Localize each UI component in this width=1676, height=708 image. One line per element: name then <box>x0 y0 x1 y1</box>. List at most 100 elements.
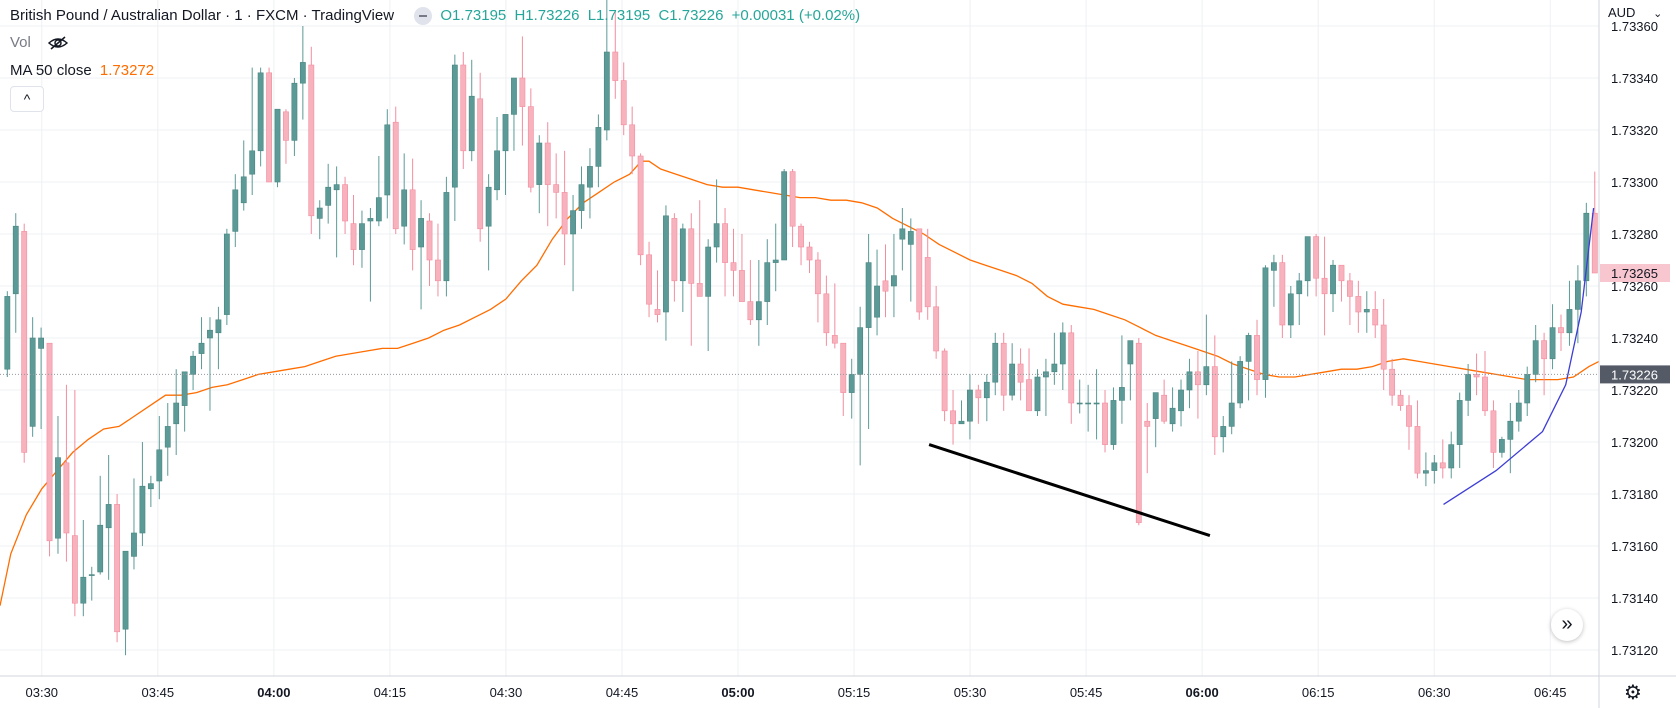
candle-body <box>1482 376 1488 412</box>
candle <box>747 260 754 325</box>
candle-body <box>299 62 306 84</box>
candle <box>587 148 593 219</box>
candle <box>1439 439 1446 479</box>
drawings[interactable] <box>928 207 1595 538</box>
currency-selector[interactable]: AUD ⌄ <box>1608 5 1662 20</box>
candle-body <box>958 420 965 425</box>
candle <box>671 213 678 302</box>
candle <box>71 390 78 617</box>
candle-body <box>823 293 830 334</box>
time-axis-bg <box>0 676 1676 708</box>
ma-price-label: 1.73265 <box>1611 266 1658 281</box>
candle-body <box>1119 387 1125 401</box>
candle <box>1178 379 1184 427</box>
candle-body <box>764 262 771 302</box>
time-tick-label: 06:30 <box>1418 685 1451 700</box>
candle-body <box>1414 426 1421 474</box>
time-tick-label: 04:00 <box>257 685 290 700</box>
price-axis-bg <box>1599 0 1676 708</box>
candle-body <box>1566 309 1573 334</box>
candle-body <box>1271 262 1277 271</box>
gear-icon[interactable]: ⚙ <box>1624 682 1642 704</box>
candle-body <box>342 184 348 222</box>
candle <box>257 67 264 167</box>
candle-body <box>435 259 441 282</box>
candle-body <box>468 95 475 152</box>
ohlc-open: O1.73195 <box>440 7 507 24</box>
candle <box>1043 358 1049 416</box>
candle <box>342 176 348 234</box>
candle <box>967 374 973 440</box>
candle <box>367 208 374 302</box>
candle <box>730 228 737 297</box>
candle <box>1195 351 1201 419</box>
candle-body <box>679 228 686 282</box>
candle <box>207 317 213 411</box>
candle-body <box>561 192 568 235</box>
candle-body <box>1321 277 1328 295</box>
candle-body <box>173 402 180 425</box>
candle-body <box>544 142 551 185</box>
candle <box>1372 291 1379 338</box>
candle <box>299 26 306 120</box>
time-tick-label: 03:30 <box>26 685 59 700</box>
candle <box>1203 314 1210 396</box>
candle <box>316 200 323 240</box>
time-tick-label: 04:45 <box>606 685 639 700</box>
candle-body <box>477 98 484 230</box>
candle-body <box>865 262 872 328</box>
candle-body <box>527 106 534 188</box>
candle <box>266 67 272 183</box>
candle <box>865 234 872 429</box>
candle <box>1093 369 1100 440</box>
collapse-legend-button[interactable]: ^ <box>10 86 44 112</box>
candle <box>1448 431 1455 479</box>
candle <box>1482 351 1488 416</box>
price-tick-label: 1.73360 <box>1611 19 1658 34</box>
candle-body <box>722 223 728 263</box>
candle <box>561 150 568 266</box>
ma-label: MA 50 close <box>10 62 92 79</box>
scroll-to-realtime-button[interactable]: » <box>1551 609 1583 641</box>
candle-body <box>325 186 332 206</box>
candle-body <box>654 309 661 315</box>
candle <box>156 416 163 500</box>
candle-body <box>55 457 61 539</box>
candle-body <box>1237 361 1244 404</box>
candle <box>696 200 703 297</box>
candle <box>409 158 416 271</box>
candle-body <box>941 350 948 412</box>
candle-body <box>705 246 712 297</box>
candle-body <box>375 197 382 222</box>
volume-legend[interactable]: Vol <box>10 34 69 51</box>
price-tick-label: 1.73300 <box>1611 175 1658 190</box>
candle <box>688 213 695 346</box>
candle-body <box>1515 402 1522 422</box>
candle <box>637 153 644 266</box>
ma-legend[interactable]: MA 50 close 1.73272 <box>10 62 158 79</box>
candle-body <box>401 189 408 227</box>
price-tick-label: 1.73120 <box>1611 643 1658 658</box>
candle-body <box>874 285 880 318</box>
candle-body <box>992 342 999 383</box>
candle-body <box>1228 402 1235 427</box>
candle-body <box>1287 293 1294 326</box>
candle-body <box>570 210 576 235</box>
candle-body <box>831 335 838 344</box>
time-tick-label: 04:30 <box>490 685 523 700</box>
candle <box>1465 364 1472 416</box>
minus-icon[interactable] <box>414 7 433 26</box>
candle-body <box>12 225 19 295</box>
candle-body <box>283 111 289 141</box>
candle-body <box>409 189 416 250</box>
eye-hidden-icon[interactable] <box>47 35 69 51</box>
candle <box>1566 280 1573 346</box>
candle <box>882 244 889 318</box>
candle <box>806 241 813 273</box>
candle-body <box>1465 374 1472 401</box>
candle <box>1102 390 1108 453</box>
candle-body <box>316 207 323 219</box>
candle-body <box>181 371 188 406</box>
